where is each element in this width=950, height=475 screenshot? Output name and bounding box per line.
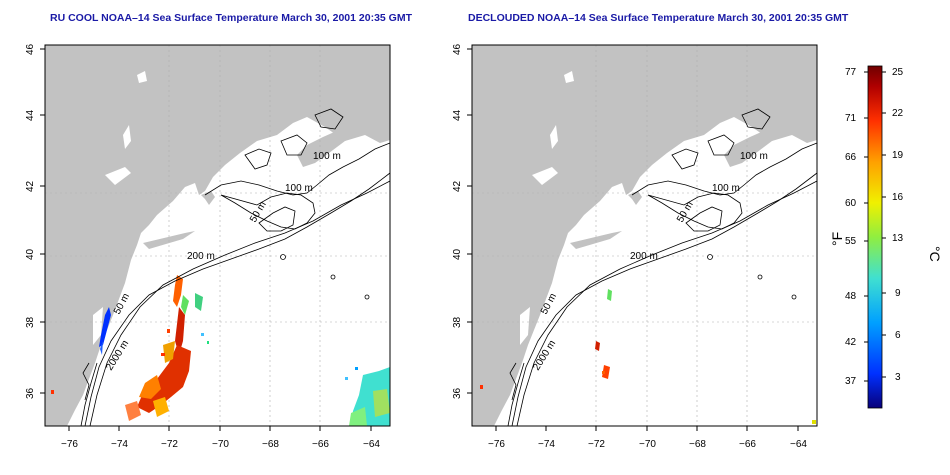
y-tick-label: 44 <box>452 109 463 121</box>
map-frame <box>44 44 391 427</box>
graticule <box>472 45 817 426</box>
contour-label-100m-b: 100 m <box>285 183 313 194</box>
y-tick-label: 42 <box>452 180 463 192</box>
contour-label-100m-a: 100 m <box>740 151 768 162</box>
celsius-tick-label: 19 <box>892 150 904 161</box>
x-tick-label: −76 <box>61 439 78 450</box>
x-tick-label: −70 <box>212 439 229 450</box>
right-map-title: DECLOUDED NOAA–14 Sea Surface Temperatur… <box>468 12 849 24</box>
y-tick-labels: 36 38 40 42 44 46 <box>452 43 463 399</box>
y-tick-label: 36 <box>25 387 36 399</box>
contour-label-200m: 200 m <box>187 251 215 262</box>
fahrenheit-tick-label: 37 <box>845 376 857 387</box>
x-tick-label: −64 <box>790 439 807 450</box>
axis-ticks <box>467 48 799 431</box>
contour-label-100m-a: 100 m <box>313 151 341 162</box>
sst-patches <box>51 275 390 426</box>
x-tick-label: −72 <box>161 439 178 450</box>
colorbar-ticks <box>864 71 886 382</box>
x-tick-labels: −76 −74 −72 −70 −68 −66 −64 <box>61 439 380 450</box>
x-tick-label: −70 <box>639 439 656 450</box>
fahrenheit-tick-label: 55 <box>845 236 857 247</box>
fahrenheit-tick-label: 48 <box>845 291 857 302</box>
celsius-tick-label: 3 <box>895 372 901 383</box>
celsius-tick-label: 13 <box>892 233 904 244</box>
celsius-tick-label: 6 <box>895 330 901 341</box>
contour-label-200m: 200 m <box>630 251 658 262</box>
map-frame <box>471 44 818 427</box>
x-tick-label: −72 <box>588 439 605 450</box>
celsius-tick-label: 25 <box>892 67 904 78</box>
fahrenheit-tick-label: 60 <box>845 198 857 209</box>
x-tick-label: −66 <box>739 439 756 450</box>
celsius-tick-label: 22 <box>892 108 904 119</box>
y-tick-label: 44 <box>25 109 36 121</box>
celsius-tick-label: 16 <box>892 192 904 203</box>
y-tick-label: 36 <box>452 387 463 399</box>
x-tick-label: −64 <box>363 439 380 450</box>
y-tick-label: 46 <box>452 43 463 55</box>
x-tick-label: −74 <box>538 439 555 450</box>
axis-ticks <box>40 48 372 431</box>
temperature-colorbar: 77 71 66 60 55 48 42 37 25 22 19 16 13 9… <box>829 65 943 409</box>
y-tick-label: 38 <box>25 316 36 328</box>
y-tick-label: 38 <box>452 316 463 328</box>
left-map-title: RU COOL NOAA–14 Sea Surface Temperature … <box>50 12 413 24</box>
right-map-panel: 100 m 100 m 50 m 200 m 50 m 2000 m −76 −… <box>452 43 818 450</box>
contour-label-100m-b: 100 m <box>712 183 740 194</box>
celsius-tick-labels: 25 22 19 16 13 9 6 3 <box>892 67 904 383</box>
x-tick-label: −76 <box>488 439 505 450</box>
left-map-panel: 100 m 100 m 50 m 200 m 50 m 2000 m −76 −… <box>25 43 391 450</box>
x-tick-label: −68 <box>262 439 279 450</box>
x-tick-label: −74 <box>111 439 128 450</box>
fahrenheit-tick-label: 66 <box>845 152 857 163</box>
sst-patches <box>480 289 816 424</box>
x-tick-label: −66 <box>312 439 329 450</box>
celsius-unit-label: °C <box>927 246 943 262</box>
y-tick-label: 40 <box>452 248 463 260</box>
y-tick-label: 46 <box>25 43 36 55</box>
fahrenheit-tick-label: 77 <box>845 67 857 78</box>
fahrenheit-tick-label: 71 <box>845 113 857 124</box>
fahrenheit-tick-labels: 77 71 66 60 55 48 42 37 <box>845 67 857 387</box>
y-tick-label: 40 <box>25 248 36 260</box>
colorbar-gradient <box>867 65 883 409</box>
y-tick-label: 42 <box>25 180 36 192</box>
fahrenheit-tick-label: 42 <box>845 337 857 348</box>
y-tick-labels: 36 38 40 42 44 46 <box>25 43 36 399</box>
fahrenheit-unit-label: °F <box>829 232 845 246</box>
graticule <box>45 45 390 426</box>
x-tick-label: −68 <box>689 439 706 450</box>
celsius-tick-label: 9 <box>895 288 901 299</box>
x-tick-labels: −76 −74 −72 −70 −68 −66 −64 <box>488 439 807 450</box>
